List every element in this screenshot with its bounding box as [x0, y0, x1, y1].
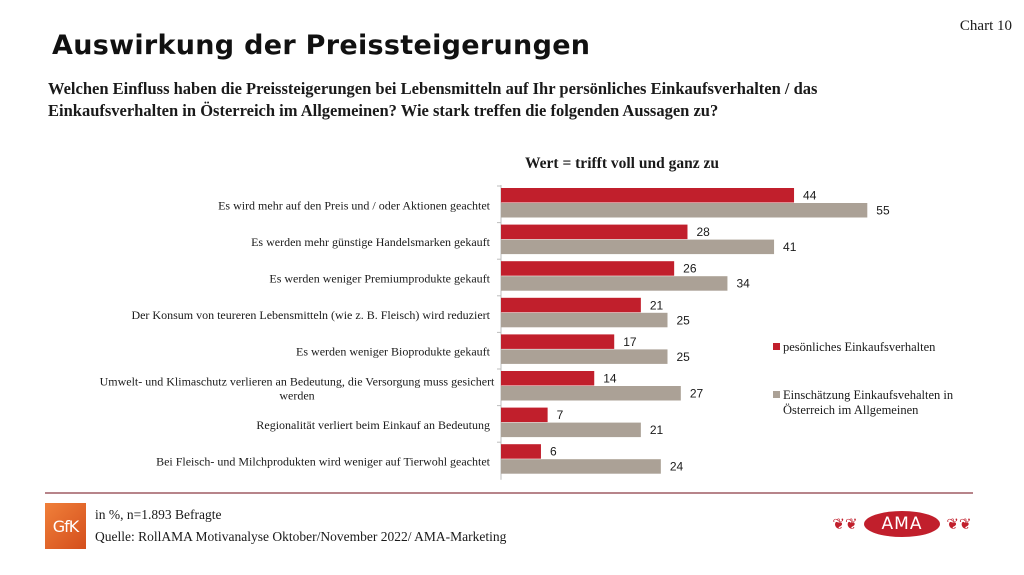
ornament-right-icon: ❦❦	[946, 515, 972, 533]
bar-general	[501, 349, 668, 364]
data-label: 34	[736, 277, 750, 291]
bar-personal	[501, 334, 615, 349]
bar-general	[501, 276, 728, 291]
bar-personal	[501, 188, 795, 203]
legend-swatch-general	[773, 391, 780, 398]
survey-question: Welchen Einfluss haben die Preissteigeru…	[48, 79, 818, 120]
sample-note: in %, n=1.893 Befragte	[95, 507, 222, 522]
data-label: 7	[557, 408, 564, 422]
bar-personal	[501, 444, 541, 459]
data-label: 26	[683, 262, 697, 276]
source-note: Quelle: RollAMA Motivanalyse Oktober/Nov…	[95, 529, 507, 544]
category-label: Regionalität verliert beim Einkauf an Be…	[256, 418, 490, 432]
chart-number: Chart 10	[959, 18, 1012, 34]
category-label: Der Konsum von teureren Lebensmitteln (w…	[131, 308, 490, 322]
data-label: 27	[690, 387, 704, 401]
category-label: Es wird mehr auf den Preis und / oder Ak…	[218, 198, 491, 212]
bar-personal	[501, 224, 688, 240]
legend-label-personal: pesönliches Einkaufsverhalten	[783, 340, 936, 354]
data-label: 25	[677, 350, 691, 364]
bar-general	[501, 239, 775, 255]
bar-general	[501, 312, 668, 328]
legend-item-general: Einschätzung Einkaufsvehalten in Österre…	[773, 388, 973, 418]
data-label: 25	[677, 313, 691, 327]
bar-personal	[501, 297, 641, 313]
bar-general	[501, 422, 641, 438]
chart-title: Wert = trifft voll und ganz zu	[525, 155, 719, 172]
bar-personal	[501, 407, 548, 423]
data-label: 28	[696, 225, 710, 239]
category-label: Bei Fleisch- und Milchprodukten wird wen…	[156, 455, 491, 469]
data-label: 17	[623, 335, 637, 349]
data-label: 14	[603, 372, 617, 386]
ornament-left-icon: ❦❦	[832, 515, 858, 533]
data-label: 21	[650, 423, 664, 437]
category-label: Es werden mehr günstige Handelsmarken ge…	[251, 235, 491, 249]
legend-swatch-personal	[773, 343, 780, 350]
category-label: werden	[279, 388, 314, 402]
data-label: 21	[650, 298, 664, 312]
data-label: 6	[550, 445, 557, 459]
bar-personal	[501, 261, 675, 276]
ama-logo-text: AMA	[864, 511, 940, 537]
data-label: 24	[670, 460, 684, 474]
legend-item-personal: pesönliches Einkaufsverhalten	[773, 340, 935, 355]
page-title: Auswirkung der Preissteigerungen	[52, 30, 591, 61]
category-label: Umwelt- und Klimaschutz verlieren an Bed…	[100, 374, 495, 388]
category-label: Es werden weniger Bioprodukte gekauft	[296, 345, 491, 359]
data-label: 55	[876, 204, 890, 218]
bar-general	[501, 203, 868, 218]
bar-general	[501, 386, 681, 401]
data-label: 41	[783, 240, 797, 254]
legend-label-general: Einschätzung Einkaufsvehalten in Österre…	[783, 388, 954, 417]
bar-general	[501, 459, 661, 474]
footer-divider	[45, 492, 973, 494]
bar-personal	[501, 371, 595, 386]
gfk-logo: GfK	[45, 503, 86, 549]
data-label: 44	[803, 189, 817, 203]
category-label: Es werden weniger Premiumprodukte gekauf…	[269, 272, 490, 286]
ama-logo: ❦❦ AMA ❦❦	[828, 508, 976, 540]
